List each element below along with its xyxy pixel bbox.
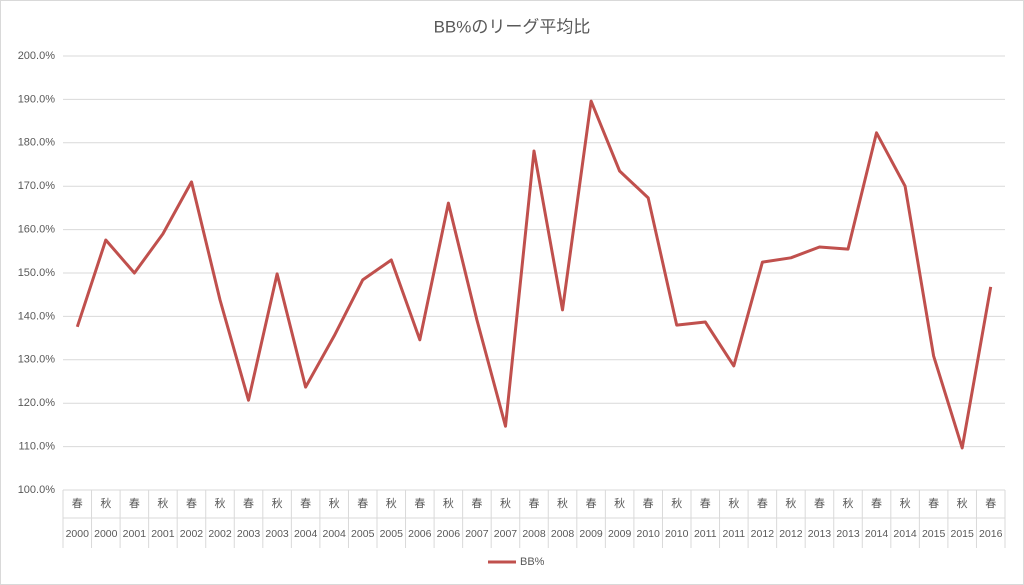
- y-tick-label: 180.0%: [18, 137, 56, 149]
- x-tick-label: 秋: [728, 496, 739, 510]
- x-group-label: 2013: [836, 528, 860, 540]
- y-tick-label: 150.0%: [18, 267, 56, 279]
- x-tick-label: 春: [757, 497, 768, 510]
- x-group-label: 2004: [294, 528, 318, 540]
- x-group-label: 2000: [94, 528, 118, 540]
- x-group-label: 2012: [779, 528, 803, 540]
- x-group-label: 2011: [694, 528, 717, 540]
- x-tick-label: 秋: [557, 496, 568, 510]
- y-tick-label: 190.0%: [18, 93, 56, 105]
- x-group-label: 2015: [922, 528, 946, 540]
- x-group-label: 2001: [151, 528, 175, 540]
- x-group-label: 2007: [494, 528, 518, 540]
- y-tick-label: 130.0%: [18, 354, 56, 366]
- x-group-label: 2014: [893, 528, 917, 540]
- y-tick-label: 160.0%: [18, 224, 56, 236]
- x-tick-label: 秋: [614, 496, 625, 510]
- x-group-label: 2008: [551, 528, 575, 540]
- x-group-label: 2012: [751, 528, 775, 540]
- y-tick-label: 170.0%: [18, 180, 56, 192]
- x-group-label: 2000: [66, 528, 90, 540]
- x-group-label: 2001: [123, 528, 147, 540]
- x-group-label: 2003: [265, 528, 289, 540]
- x-group-label: 2005: [351, 528, 375, 540]
- y-tick-label: 120.0%: [18, 397, 56, 409]
- x-tick-label: 春: [357, 497, 368, 510]
- x-group-label: 2004: [323, 528, 347, 540]
- y-tick-label: 200.0%: [18, 50, 56, 62]
- x-group-label: 2010: [665, 528, 689, 540]
- x-tick-label: 秋: [157, 496, 168, 510]
- x-group-label: 2003: [237, 528, 261, 540]
- x-tick-label: 春: [243, 497, 254, 510]
- x-group-label: 2016: [979, 528, 1003, 540]
- x-tick-label: 春: [928, 497, 939, 510]
- x-group-label: 2010: [637, 528, 661, 540]
- x-tick-label: 秋: [386, 496, 397, 510]
- x-group-label: 2015: [951, 528, 975, 540]
- x-group-label: 2009: [579, 528, 603, 540]
- x-tick-label: 春: [700, 497, 711, 510]
- x-group-label: 2009: [608, 528, 632, 540]
- data-line: [75, 99, 993, 450]
- x-tick-label: 春: [300, 497, 311, 510]
- x-tick-label: 秋: [272, 496, 283, 510]
- x-tick-label: 秋: [329, 496, 340, 510]
- x-tick-label: 春: [586, 497, 597, 510]
- x-group-label: 2006: [437, 528, 461, 540]
- x-group-label: 2013: [808, 528, 832, 540]
- x-tick-label: 秋: [843, 496, 854, 510]
- x-group-label: 2002: [208, 528, 232, 540]
- x-tick-label: 春: [814, 497, 825, 510]
- chart-title: BB%のリーグ平均比: [434, 17, 591, 36]
- x-group-label: 2005: [380, 528, 404, 540]
- x-tick-label: 秋: [215, 496, 226, 510]
- x-tick-label: 秋: [900, 496, 911, 510]
- x-group-label: 2008: [522, 528, 546, 540]
- x-tick-label: 春: [72, 497, 83, 510]
- y-tick-label: 140.0%: [18, 310, 56, 322]
- x-tick-label: 春: [529, 497, 540, 510]
- x-tick-label: 春: [643, 497, 654, 510]
- x-group-label: 2006: [408, 528, 432, 540]
- x-tick-label: 春: [871, 497, 882, 510]
- x-group-label: 2007: [465, 528, 489, 540]
- x-group-label: 2002: [180, 528, 204, 540]
- x-tick-label: 秋: [100, 496, 111, 510]
- x-tick-label: 春: [186, 497, 197, 510]
- x-tick-label: 春: [985, 497, 996, 510]
- legend-label: BB%: [520, 556, 545, 568]
- y-tick-label: 110.0%: [19, 441, 56, 453]
- y-tick-label: 100.0%: [18, 484, 56, 496]
- x-tick-label: 秋: [957, 496, 968, 510]
- x-group-label: 2011: [723, 528, 746, 540]
- x-group-label: 2014: [865, 528, 889, 540]
- x-tick-label: 春: [471, 497, 482, 510]
- x-tick-label: 春: [414, 497, 425, 510]
- x-tick-label: 秋: [785, 496, 796, 510]
- x-tick-label: 秋: [443, 496, 454, 510]
- x-tick-label: 秋: [500, 496, 511, 510]
- x-tick-label: 秋: [671, 496, 682, 510]
- x-tick-label: 春: [129, 497, 140, 510]
